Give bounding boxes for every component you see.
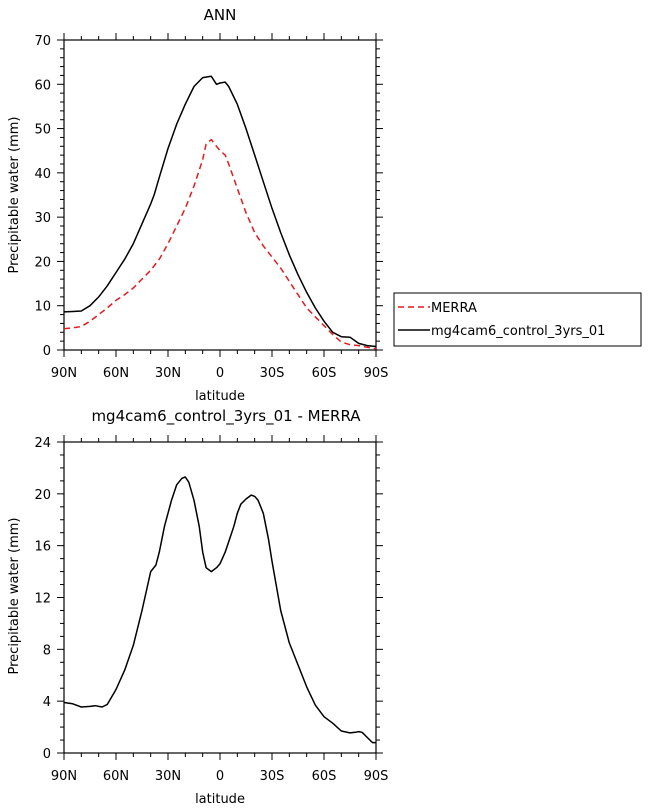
x-tick-label: 90N xyxy=(51,769,77,784)
x-tick-label: 60N xyxy=(103,366,129,381)
panel-annual-mean: ANN 90N 60N 30N 0 30S 60S 90S 0 10 20 30 40 50 60 70 l… xyxy=(7,6,642,404)
plot-frame xyxy=(63,441,377,754)
x-tick-label: 30N xyxy=(155,366,181,381)
plot-area: 90N 60N 30N 0 30S 60S 90S 0 10 20 30 40 50 60 70 xyxy=(34,33,388,381)
x-tick-label: 30S xyxy=(260,769,285,784)
y-tick-label: 10 xyxy=(34,300,51,315)
x-tick-label: 60S xyxy=(312,769,337,784)
x-tick-label: 30N xyxy=(155,769,181,784)
x-tick-label: 60S xyxy=(312,366,337,381)
panel-difference: mg4cam6_control_3yrs_01 - MERRA 90N 60N 30… xyxy=(7,407,388,807)
series-line-0 xyxy=(63,138,377,350)
plot-area: 90N 60N 30N 0 30S 60S 90S 0 4 8 12 16 20 24 xyxy=(34,435,388,784)
legend-label-merra: MERRA xyxy=(431,301,477,316)
x-axis-label: latitude xyxy=(195,792,245,807)
x-axis-label: latitude xyxy=(195,389,245,404)
chart-title: ANN xyxy=(204,6,237,24)
y-tick-label: 12 xyxy=(34,592,51,607)
y-tick-label: 4 xyxy=(43,695,51,710)
y-tick-label: 20 xyxy=(34,255,51,270)
x-tick-label: 0 xyxy=(216,366,224,381)
y-axis-label: Precipitable water (mm) xyxy=(7,518,22,675)
y-tick-label: 70 xyxy=(34,34,51,49)
y-tick-label: 16 xyxy=(34,540,51,555)
x-tick-label: 90S xyxy=(364,366,389,381)
x-tick-label: 90N xyxy=(51,366,77,381)
plot-frame xyxy=(63,39,377,351)
y-tick-label: 50 xyxy=(34,123,51,138)
y-tick-label: 30 xyxy=(34,211,51,226)
y-tick-label: 20 xyxy=(34,488,51,503)
x-tick-label: 0 xyxy=(216,769,224,784)
y-tick-label: 40 xyxy=(34,167,51,182)
y-tick-label: 60 xyxy=(34,78,51,93)
x-tick-label: 30S xyxy=(260,366,285,381)
y-tick-label: 8 xyxy=(43,643,51,658)
y-tick-label: 0 xyxy=(43,747,51,762)
legend-box xyxy=(393,292,642,347)
chart-title: mg4cam6_control_3yrs_01 - MERRA xyxy=(91,407,361,426)
y-axis-label: Precipitable water (mm) xyxy=(7,117,22,274)
series-line-1 xyxy=(63,75,377,348)
x-tick-label: 60N xyxy=(103,769,129,784)
legend-label-model: mg4cam6_control_3yrs_01 xyxy=(431,324,605,339)
x-tick-label: 90S xyxy=(364,769,389,784)
y-tick-label: 24 xyxy=(34,436,51,451)
series-line-0 xyxy=(63,476,376,744)
y-tick-label: 0 xyxy=(43,344,51,359)
legend: MERRA mg4cam6_control_3yrs_01 xyxy=(393,292,642,347)
